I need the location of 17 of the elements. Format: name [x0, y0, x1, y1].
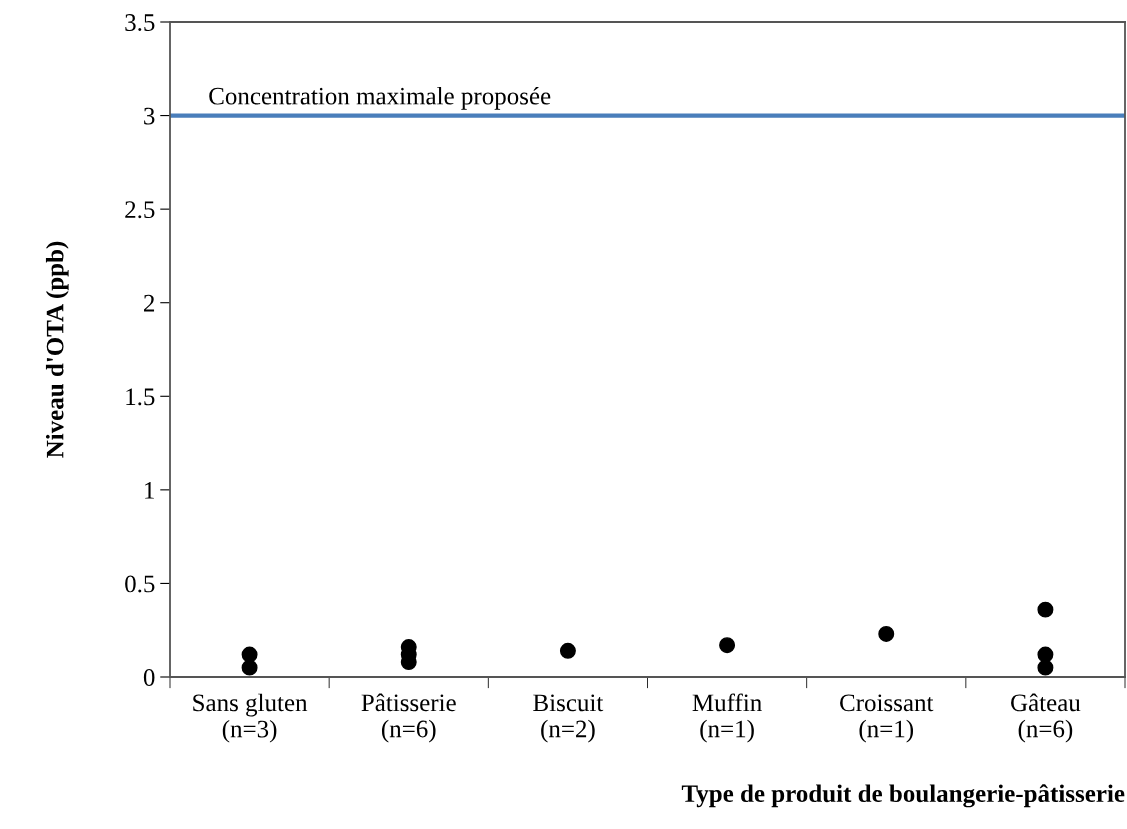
- x-axis-title: Type de produit de boulangerie-pâtisserie: [681, 784, 1125, 808]
- y-tick-label: 1: [145, 482, 154, 499]
- y-tick-label: 2: [144, 294, 155, 312]
- x-tick-label: Pâtisserie (n=6): [361, 693, 456, 743]
- x-tick-label: Biscuit (n=2): [533, 694, 604, 743]
- y-tick-label: 3.5: [125, 14, 155, 32]
- y-tick-label: 1.5: [126, 388, 155, 406]
- y-tick-label: 2.5: [125, 201, 155, 219]
- y-tick-label: 0.5: [125, 575, 155, 593]
- x-tick-label: Muffin (n=1): [692, 693, 762, 743]
- x-tick-label: Croissant (n=1): [840, 694, 934, 743]
- x-tick-label: Sans gluten (n=3): [193, 693, 308, 743]
- y-tick-label: 3: [144, 107, 155, 125]
- y-axis-title: Niveau d'OTA (ppb): [45, 241, 69, 458]
- x-tick-label: Gâteau (n=6): [1011, 693, 1081, 743]
- y-tick-label: 0: [143, 669, 155, 686]
- ref-line-label: Concentration maximale proposée: [209, 86, 551, 110]
